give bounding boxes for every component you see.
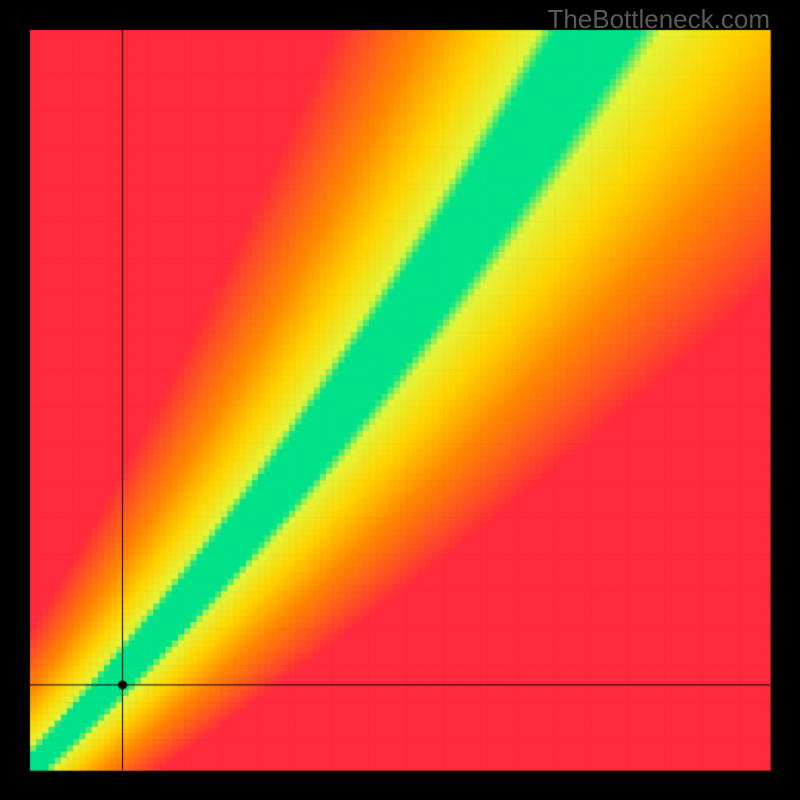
bottleneck-heatmap (0, 0, 800, 800)
watermark-text: TheBottleneck.com (547, 4, 770, 35)
chart-container: TheBottleneck.com (0, 0, 800, 800)
